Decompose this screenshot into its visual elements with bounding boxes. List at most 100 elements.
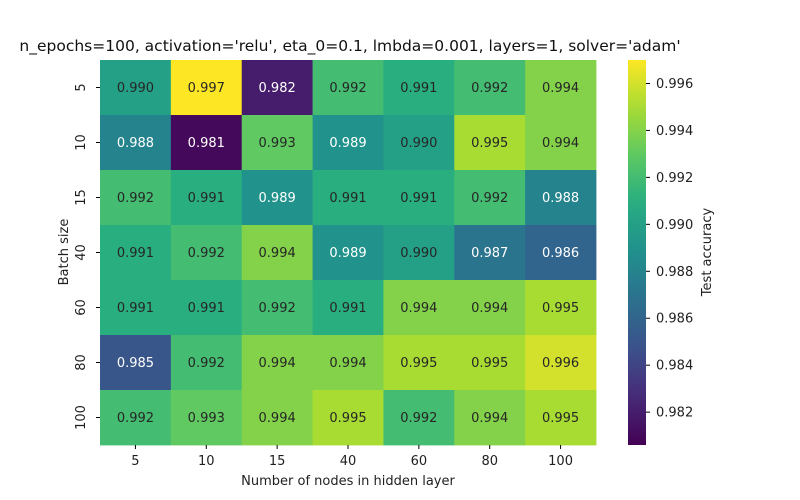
cell-value-label: 0.993	[188, 411, 225, 426]
heatmap-cell	[525, 115, 597, 171]
heatmap-cell	[170, 335, 243, 391]
cell-value-label: 0.994	[259, 356, 296, 371]
cell-value-label: 0.991	[400, 81, 437, 96]
colorbar-gradient	[628, 60, 646, 445]
cell-value-label: 0.997	[188, 81, 225, 96]
cell-value-label: 0.992	[329, 81, 366, 96]
cell-value-label: 0.989	[259, 191, 296, 206]
cell-value-label: 0.992	[471, 191, 508, 206]
cell-value-label: 0.991	[117, 246, 154, 261]
heatmap-cell	[312, 60, 384, 116]
cell-value-label: 0.987	[471, 246, 508, 261]
cell-value-label: 0.985	[117, 356, 154, 371]
heatmap-cell	[525, 170, 597, 226]
heatmap-cell	[525, 390, 597, 446]
cell-value-label: 0.989	[329, 136, 366, 151]
cell-value-label: 0.991	[117, 301, 154, 316]
heatmap-cell	[170, 280, 243, 336]
cell-value-label: 0.992	[188, 356, 225, 371]
heatmap-cell	[454, 335, 526, 391]
y-axis: 5 10 15 40 60 80 100	[74, 83, 100, 430]
cell-value-label: 0.996	[542, 356, 579, 371]
y-tick-label: 10	[74, 134, 89, 151]
heatmap-cell	[383, 170, 455, 226]
heatmap-cell	[454, 225, 526, 281]
cell-value-label: 0.991	[188, 301, 225, 316]
heatmap-cell	[312, 280, 384, 336]
y-tick-label: 60	[74, 299, 89, 316]
colorbar-tick-label: 0.994	[656, 124, 693, 139]
cell-value-label: 0.992	[188, 246, 225, 261]
heatmap-cell	[100, 170, 172, 226]
colorbar-tick-label: 0.996	[656, 77, 693, 92]
cell-value-label: 0.986	[542, 246, 579, 261]
cell-value-label: 0.994	[259, 411, 296, 426]
cell-value-label: 0.989	[329, 246, 366, 261]
y-tick-label: 40	[74, 244, 89, 261]
cell-value-label: 0.990	[400, 246, 437, 261]
heatmap-cell	[454, 60, 526, 116]
cell-value-label: 0.992	[117, 411, 154, 426]
heatmap-cell	[241, 60, 313, 116]
heatmap-cells	[100, 60, 597, 446]
x-tick-label: 15	[269, 454, 286, 469]
heatmap-cell	[241, 170, 313, 226]
cell-value-label: 0.992	[471, 81, 508, 96]
heatmap-cell	[170, 115, 243, 171]
heatmap-cell	[383, 115, 455, 171]
cell-value-label: 0.995	[329, 411, 366, 426]
colorbar: 0.982 0.984 0.986 0.988 0.990 0.992 0.994 0.996	[628, 60, 693, 445]
cell-value-label: 0.991	[329, 191, 366, 206]
y-axis-title: Batch size	[57, 219, 72, 286]
cell-value-label: 0.994	[259, 246, 296, 261]
heatmap-cell	[383, 335, 455, 391]
heatmap-cell	[100, 335, 172, 391]
colorbar-tick-label: 0.988	[656, 265, 693, 280]
colorbar-tick-label: 0.992	[656, 171, 693, 186]
heatmap-cell	[454, 115, 526, 171]
heatmap-cell	[241, 280, 313, 336]
colorbar-title: Test accuracy	[700, 208, 715, 298]
heatmap-cell	[100, 60, 172, 116]
cell-value-label: 0.991	[329, 301, 366, 316]
heatmap-cell	[312, 225, 384, 281]
heatmap-cell	[100, 280, 172, 336]
heatmap-cell	[241, 225, 313, 281]
heatmap-cell	[100, 225, 172, 281]
cell-value-label: 0.993	[259, 136, 296, 151]
heatmap-cell	[170, 390, 243, 446]
cell-value-label: 0.995	[471, 356, 508, 371]
cell-value-label: 0.994	[329, 356, 366, 371]
heatmap-cell	[312, 335, 384, 391]
heatmap-cell	[170, 225, 243, 281]
heatmap-cell	[312, 170, 384, 226]
x-tick-label: 80	[481, 454, 498, 469]
cell-value-label: 0.982	[259, 81, 296, 96]
colorbar-tick-label: 0.986	[656, 312, 693, 327]
cell-value-label: 0.981	[188, 136, 225, 151]
colorbar-tick-label: 0.984	[656, 359, 693, 374]
heatmap-cell	[241, 390, 313, 446]
heatmap-cell	[383, 280, 455, 336]
cell-value-label: 0.994	[400, 301, 437, 316]
colorbar-tick-label: 0.990	[656, 218, 693, 233]
heatmap-cell	[383, 225, 455, 281]
cell-value-label: 0.995	[471, 136, 508, 151]
x-tick-label: 5	[131, 454, 139, 469]
heatmap-cell	[170, 170, 243, 226]
cell-value-label: 0.994	[471, 411, 508, 426]
heatmap-cell	[383, 390, 455, 446]
cell-value-label: 0.988	[117, 136, 154, 151]
heatmap-cell	[170, 60, 243, 116]
heatmap-cell	[525, 280, 597, 336]
cell-value-label: 0.994	[471, 301, 508, 316]
y-tick-label: 15	[74, 189, 89, 206]
heatmap-cell	[454, 170, 526, 226]
cell-value-label: 0.988	[542, 191, 579, 206]
heatmap-cell	[525, 335, 597, 391]
y-tick-label: 100	[74, 405, 89, 430]
cell-value-label: 0.992	[400, 411, 437, 426]
cell-value-label: 0.992	[259, 301, 296, 316]
heatmap-cell	[525, 225, 597, 281]
